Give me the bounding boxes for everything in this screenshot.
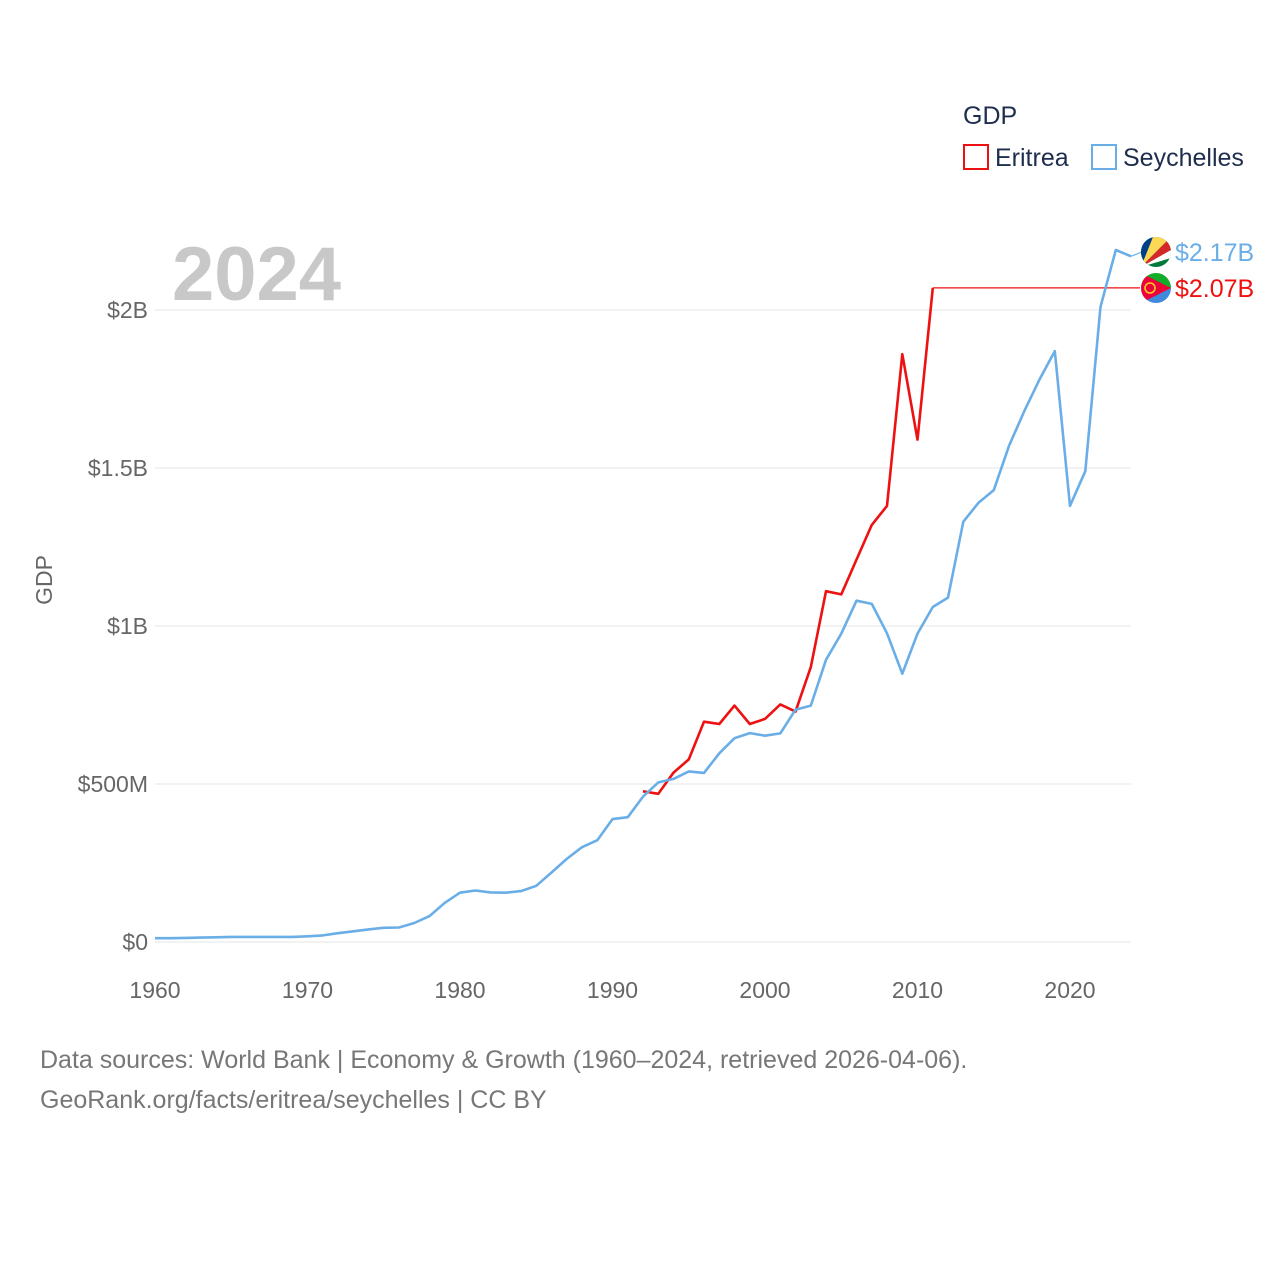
- x-tick-label: 1960: [129, 977, 180, 1003]
- eritrea-series-line: [642, 287, 935, 796]
- legend[interactable]: GDP Eritrea Seychelles: [963, 102, 1244, 172]
- y-tick-label: $1B: [107, 613, 148, 639]
- legend-item-eritrea[interactable]: Eritrea: [963, 144, 1069, 172]
- y-tick-label: $2B: [107, 297, 148, 323]
- x-tick-label: 2020: [1044, 977, 1095, 1003]
- seychelles-series-line: [155, 248, 1132, 940]
- eritrea-end-value: $2.07B: [1175, 275, 1254, 303]
- x-tick-label: 1980: [434, 977, 485, 1003]
- y-tick-label: $0: [122, 929, 148, 955]
- y-tick-label: $1.5B: [88, 455, 148, 481]
- legend-item-seychelles[interactable]: Seychelles: [1091, 144, 1244, 172]
- y-tick-label: $500M: [78, 771, 148, 797]
- x-tick-label: 2000: [739, 977, 790, 1003]
- x-axis-ticks: 1960 1970 1980 1990 2000 2010 2020: [129, 977, 1095, 1003]
- x-tick-label: 1990: [587, 977, 638, 1003]
- legend-title: GDP: [963, 102, 1017, 130]
- end-labels: $2.07B $2.17B: [1130, 237, 1254, 303]
- eritrea-flag-icon: [1141, 273, 1171, 303]
- footer-source: Data sources: World Bank | Economy & Gro…: [40, 1046, 968, 1074]
- year-label: 2024: [172, 232, 341, 317]
- series-lines: [155, 248, 1140, 940]
- x-tick-label: 1970: [282, 977, 333, 1003]
- seychelles-end-value: $2.17B: [1175, 239, 1254, 267]
- legend-label: Eritrea: [995, 144, 1069, 172]
- grid: [155, 309, 1131, 943]
- x-tick-label: 2010: [892, 977, 943, 1003]
- legend-label: Seychelles: [1123, 144, 1244, 172]
- legend-swatch: [1091, 144, 1117, 170]
- seychelles-leader-line: [1130, 251, 1143, 257]
- y-axis-ticks: $0 $500M $1B $1.5B $2B: [78, 297, 148, 955]
- seychelles-flag-icon: [1141, 237, 1171, 267]
- y-axis-title: GDP: [31, 555, 57, 605]
- footer-link[interactable]: GeoRank.org/facts/eritrea/seychelles | C…: [40, 1086, 547, 1114]
- footer: Data sources: World Bank | Economy & Gro…: [40, 1040, 967, 1120]
- legend-swatch: [963, 144, 989, 170]
